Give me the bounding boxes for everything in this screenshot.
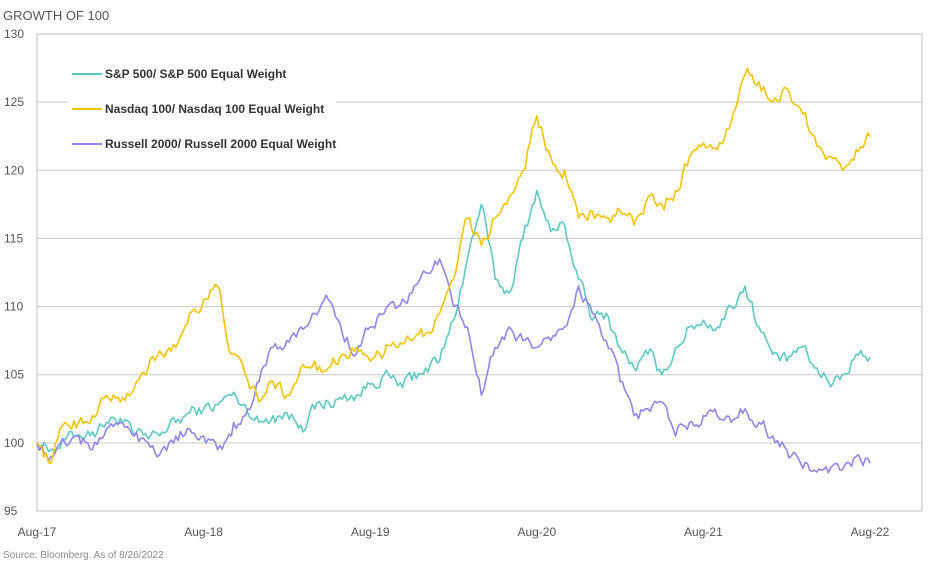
legend-item-0[interactable]: S&P 500/ S&P 500 Equal Weight [68, 62, 336, 86]
legend-item-bg [68, 62, 336, 86]
series-line-1 [36, 67, 871, 465]
y-axis: 95 100 105 110 115 120 125 130 [4, 27, 24, 518]
legend[interactable]: S&P 500/ S&P 500 Equal Weight Nasdaq 100/… [68, 62, 336, 156]
y-tick-label: 95 [4, 504, 18, 518]
legend-label: S&P 500/ S&P 500 Equal Weight [105, 67, 286, 81]
x-tick-label: Aug-18 [184, 525, 223, 539]
chart-title: GROWTH OF 100 [3, 8, 109, 23]
legend-item-1[interactable]: Nasdaq 100/ Nasdaq 100 Equal Weight [68, 97, 336, 121]
x-tick-label: Aug-22 [851, 525, 890, 539]
plot-frame [36, 33, 923, 512]
source-note: Source: Bloomberg. As of 8/26/2022 [3, 550, 164, 561]
y-tick-label: 120 [4, 163, 24, 177]
y-tick-label: 115 [4, 231, 23, 245]
legend-item-2[interactable]: Russell 2000/ Russell 2000 Equal Weight [68, 132, 336, 156]
legend-label: Nasdaq 100/ Nasdaq 100 Equal Weight [105, 102, 324, 116]
y-tick-label: 105 [4, 368, 24, 382]
y-tick-label: 130 [4, 27, 24, 41]
y-tick-label: 125 [4, 95, 24, 109]
series-line-0 [36, 189, 871, 453]
legend-item-bg [68, 97, 336, 121]
legend-item-bg [68, 132, 336, 156]
series-lines [36, 67, 871, 474]
x-axis: Aug-17 Aug-18 Aug-19 Aug-20 Aug-21 Aug-22 [18, 525, 890, 539]
x-tick-label: Aug-19 [351, 525, 390, 539]
x-tick-label: Aug-17 [18, 525, 57, 539]
x-tick-label: Aug-21 [684, 525, 723, 539]
y-tick-label: 110 [4, 300, 23, 314]
x-tick-label: Aug-20 [517, 525, 556, 539]
series-line-2 [36, 258, 871, 474]
legend-label: Russell 2000/ Russell 2000 Equal Weight [105, 137, 336, 151]
y-tick-label: 100 [4, 436, 24, 450]
